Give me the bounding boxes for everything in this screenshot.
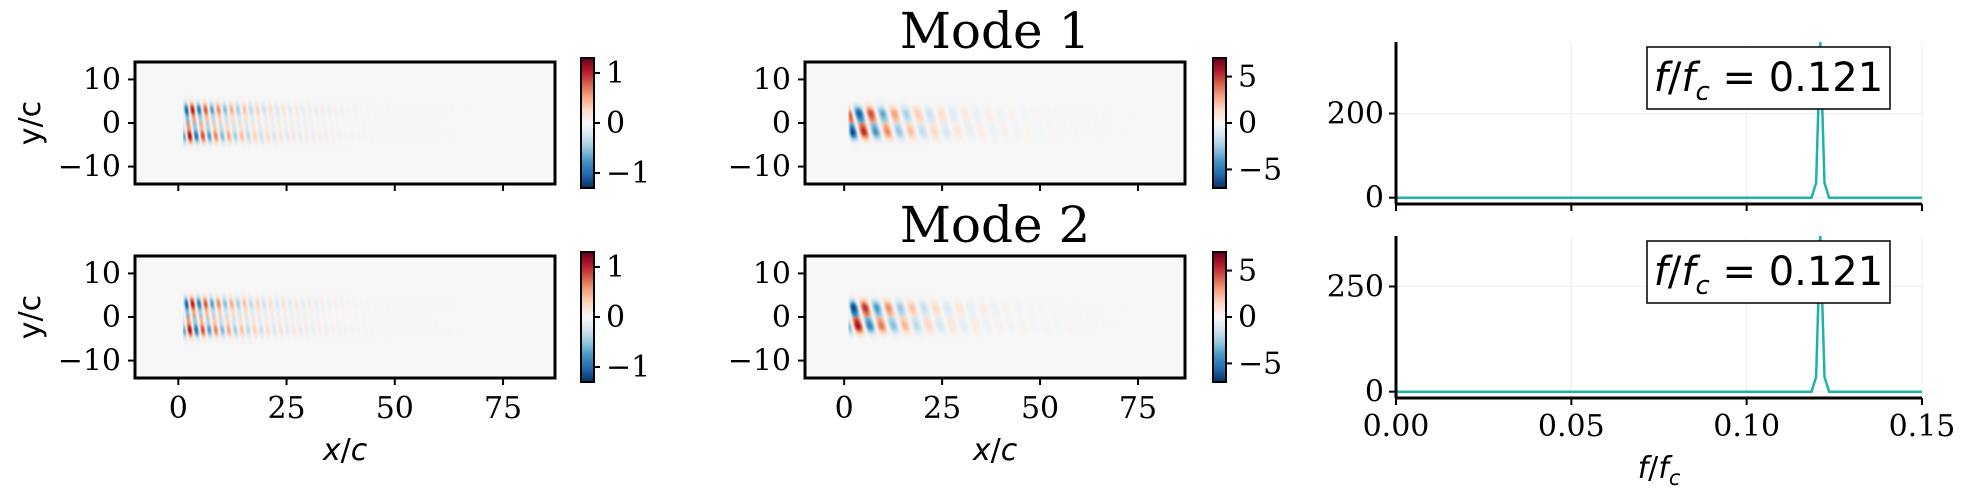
y-tick-label: 200 bbox=[1327, 97, 1384, 132]
colorbar-tick-label: 1 bbox=[606, 250, 625, 285]
y-tick-label: 250 bbox=[1327, 269, 1384, 304]
y-tick-label: 0 bbox=[1365, 181, 1384, 216]
mode-field-image bbox=[805, 62, 1185, 184]
x-tick-label: 50 bbox=[376, 391, 414, 426]
colorbar-tick-label: 1 bbox=[606, 56, 625, 91]
colorbar bbox=[580, 57, 595, 189]
x-tick-label: 50 bbox=[1021, 391, 1059, 426]
x-axis-label-sep: / bbox=[1648, 451, 1659, 486]
x-tick-label: 0 bbox=[169, 391, 188, 426]
frequency-annotation-box bbox=[1646, 46, 1891, 110]
mode-field-image bbox=[135, 62, 555, 184]
x-tick-label: 0.05 bbox=[1538, 409, 1605, 444]
y-tick-label: 0 bbox=[772, 106, 791, 141]
x-axis-label-sep: / bbox=[341, 433, 352, 468]
y-tick-label: 0 bbox=[102, 300, 121, 335]
x-axis-label: x/c bbox=[322, 433, 368, 468]
x-tick-label: 0 bbox=[835, 391, 854, 426]
frequency-annotation-box bbox=[1646, 240, 1891, 304]
x-tick-label: 25 bbox=[267, 391, 305, 426]
spectrum-series-line bbox=[1396, 235, 1922, 393]
ann-sub: c bbox=[1695, 77, 1709, 107]
panel-title: Mode 1 bbox=[900, 2, 1091, 60]
y-tick-label: −10 bbox=[728, 344, 791, 379]
colorbar-tick-label: 0 bbox=[1238, 300, 1257, 335]
colorbar bbox=[580, 251, 595, 383]
colorbar-tick-label: −5 bbox=[1238, 152, 1282, 187]
heatmap-panel-row2-left: 100−100 25 50 75x/cy/c10−1 bbox=[13, 250, 650, 468]
x-tick-label: 75 bbox=[1119, 391, 1157, 426]
x-axis-label-sub: c bbox=[1669, 466, 1681, 490]
y-tick-label: 0 bbox=[102, 106, 121, 141]
ann-value: = 0.121 bbox=[1710, 249, 1883, 295]
frequency-annotation: f/fc = 0.121 bbox=[1654, 249, 1883, 301]
y-tick-label: −10 bbox=[58, 344, 121, 379]
x-axis-label-sep: / bbox=[991, 433, 1002, 468]
panel-title: Mode 2 bbox=[900, 196, 1091, 254]
ann-value: = 0.121 bbox=[1710, 55, 1883, 101]
mode-field-image bbox=[135, 256, 555, 378]
y-tick-label: 10 bbox=[83, 256, 121, 291]
colorbar-tick-label: 5 bbox=[1238, 254, 1257, 289]
x-axis-label-ref: c bbox=[351, 433, 368, 468]
x-axis-label-var: x bbox=[972, 433, 991, 468]
colorbar-tick-label: 5 bbox=[1238, 60, 1257, 95]
frequency-annotation: f/fc = 0.121 bbox=[1654, 55, 1883, 107]
y-tick-label: 0 bbox=[772, 300, 791, 335]
spectrum-panel-row1-right: 0 200 f/fc = 0.121 bbox=[1327, 41, 1923, 216]
y-tick-label: 0 bbox=[1365, 375, 1384, 410]
colorbar-tick-label: 0 bbox=[606, 300, 625, 335]
colorbar bbox=[1212, 251, 1227, 383]
mode-field-image bbox=[805, 256, 1185, 378]
x-axis-label-var: x bbox=[322, 433, 341, 468]
colorbar-tick-label: −1 bbox=[606, 156, 650, 191]
x-axis-label: f/fc bbox=[1638, 451, 1681, 490]
x-tick-label: 25 bbox=[923, 391, 961, 426]
y-axis-label: y/c bbox=[13, 295, 48, 339]
x-tick-label: 0.00 bbox=[1363, 409, 1430, 444]
y-tick-label: −10 bbox=[58, 150, 121, 185]
colorbar-tick-label: 0 bbox=[606, 106, 625, 141]
y-tick-label: −10 bbox=[728, 150, 791, 185]
x-tick-label: 0.10 bbox=[1713, 409, 1780, 444]
colorbar-tick-label: −5 bbox=[1238, 346, 1282, 381]
x-axis-label: x/c bbox=[972, 433, 1018, 468]
x-axis-label-ref: c bbox=[1001, 433, 1018, 468]
colorbar-tick-label: 0 bbox=[1238, 106, 1257, 141]
y-axis-label: y/c bbox=[13, 101, 48, 145]
y-tick-label: 10 bbox=[753, 256, 791, 291]
x-tick-label: 0.15 bbox=[1889, 409, 1956, 444]
ann-sub: c bbox=[1695, 271, 1709, 301]
y-tick-label: 10 bbox=[83, 62, 121, 97]
ann-sep: / bbox=[1668, 249, 1682, 295]
spectrum-series-line bbox=[1396, 41, 1922, 199]
spectrum-panel-row2-right: 0 250 0.00 0.05 0.10 0.15 f/fc f/fc = 0.121 bbox=[1327, 235, 1956, 490]
colorbar-tick-label: −1 bbox=[606, 350, 650, 385]
y-tick-label: 10 bbox=[753, 62, 791, 97]
heatmap-panel-row1-left: 100−10y/c10−1 bbox=[13, 56, 650, 191]
ann-sep: / bbox=[1668, 55, 1682, 101]
x-tick-label: 75 bbox=[484, 391, 522, 426]
heatmap-panel-row1-middle: 10 0 −10 Mode 1 5 0 −5 bbox=[728, 2, 1282, 191]
colorbar bbox=[1212, 57, 1227, 189]
